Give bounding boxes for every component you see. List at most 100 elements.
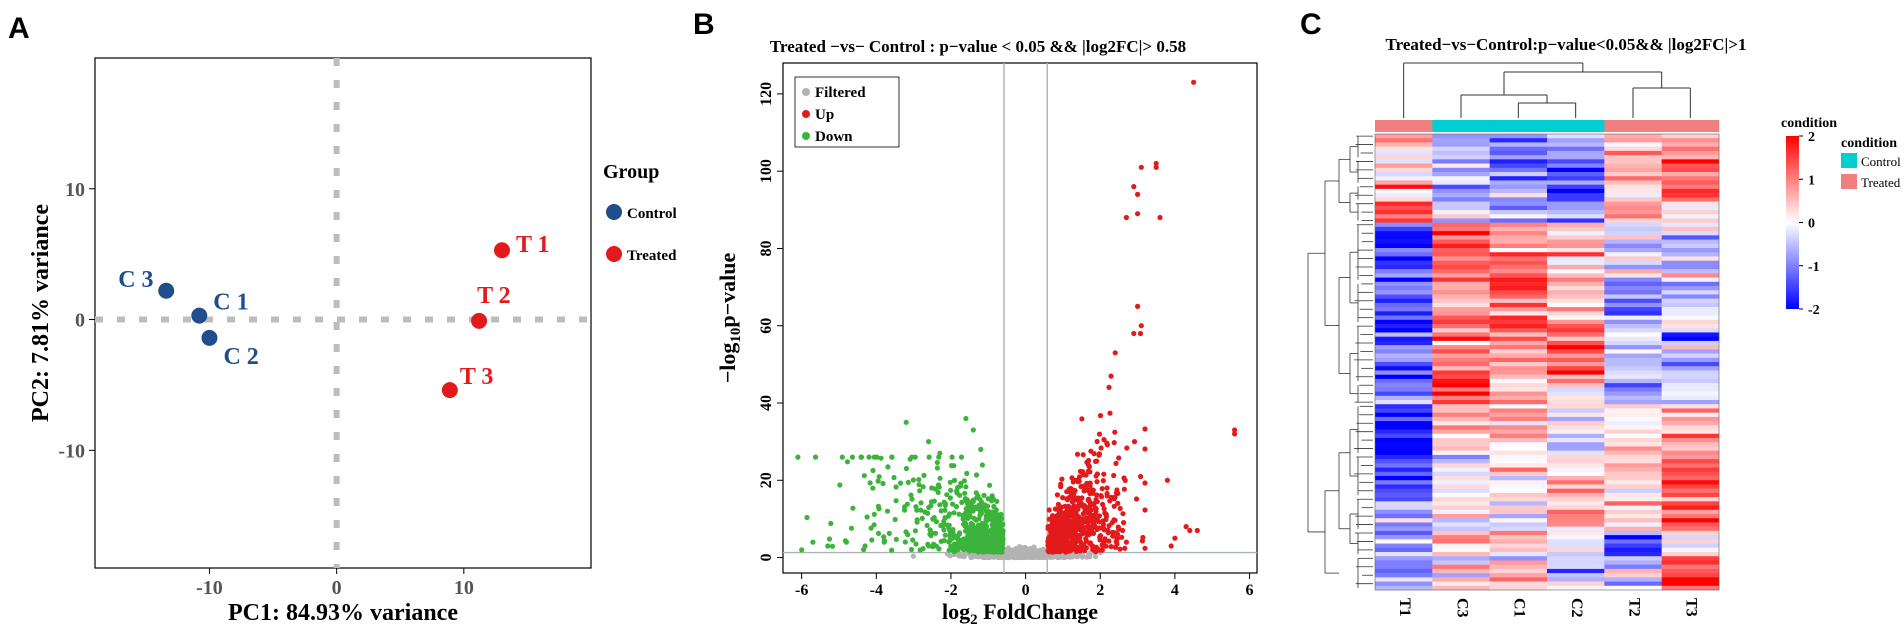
heatmap-cell: [1432, 340, 1490, 346]
heatmap-cell: [1547, 214, 1605, 219]
heatmap-cell: [1375, 480, 1433, 485]
heatmap-cell: [1604, 501, 1662, 506]
volcano-point-up: [1063, 511, 1069, 518]
volcano-point-down: [983, 524, 989, 530]
heatmap-cell: [1489, 467, 1548, 473]
volcano-point-down: [868, 525, 874, 531]
heatmap-cell: [1604, 530, 1662, 536]
volcano-point-up: [1080, 472, 1086, 478]
heatmap-cell: [1432, 391, 1490, 397]
heatmap-cell: [1375, 345, 1433, 350]
heatmap-cell: [1547, 349, 1605, 354]
pca-point: [201, 329, 218, 346]
heatmap-cell: [1547, 442, 1605, 447]
volcano-point-up: [1058, 527, 1064, 533]
volcano-point-up: [1142, 446, 1148, 452]
volcano-point-down: [999, 515, 1005, 522]
heatmap-cell: [1375, 252, 1433, 257]
pca-point-label: C 3: [118, 267, 153, 293]
heatmap-cell: [1661, 252, 1720, 257]
heatmap-cell: [1604, 429, 1662, 435]
heatmap-cell: [1547, 319, 1605, 325]
volcano-point-up: [1121, 520, 1127, 526]
heatmap-cell: [1375, 218, 1433, 223]
volcano-point-down: [941, 527, 947, 533]
heatmap-cell: [1604, 264, 1662, 270]
heatmap-cell: [1661, 581, 1720, 587]
heatmap-cell: [1489, 256, 1548, 261]
volcano-point-down: [889, 454, 895, 460]
heatmap-cell: [1547, 522, 1605, 527]
heatmap-cell: [1375, 159, 1433, 164]
heatmap-cell: [1547, 353, 1605, 359]
heatmap-cell: [1547, 581, 1605, 587]
heatmap-cell: [1489, 514, 1548, 519]
volcano-point-up: [1105, 527, 1111, 533]
volcano-point-up: [1115, 490, 1121, 496]
volcano-point-down: [978, 446, 984, 452]
heatmap-cell: [1375, 222, 1433, 228]
volcano-point-up: [1052, 535, 1058, 541]
heatmap-cell: [1661, 395, 1720, 401]
heatmap-cell: [1604, 155, 1662, 160]
heatmap-cell: [1432, 467, 1490, 473]
heatmap-cell: [1661, 176, 1720, 181]
volcano-point-down: [870, 485, 876, 491]
colorbar-tick-label: 2: [1808, 130, 1815, 145]
heatmap-cell: [1661, 134, 1720, 139]
volcano-point-up: [1062, 503, 1068, 509]
volcano-point-up: [1093, 525, 1099, 531]
volcano-legend-box: [794, 76, 900, 148]
heatmap-cell: [1375, 497, 1433, 502]
volcano-point-up: [1191, 79, 1197, 85]
volcano-point-down: [983, 508, 989, 514]
heatmap-cell: [1604, 421, 1662, 426]
heatmap-cell: [1661, 332, 1720, 337]
heatmap-cell: [1604, 471, 1662, 477]
volcano-point-up: [1066, 486, 1072, 492]
heatmap-cell: [1432, 400, 1490, 405]
volcano-point-up: [1194, 527, 1200, 534]
volcano-point-up: [1111, 472, 1117, 479]
volcano-point-down: [843, 539, 850, 545]
heatmap-annotation-cell: [1375, 120, 1433, 132]
heatmap-cell: [1375, 197, 1433, 202]
heatmap-cell: [1661, 463, 1720, 468]
heatmap-cell: [1547, 518, 1605, 523]
heatmap-cell: [1489, 400, 1548, 405]
heatmap-cell: [1547, 281, 1605, 287]
heatmap-cell: [1489, 573, 1548, 578]
heatmap-cell: [1489, 480, 1548, 485]
volcano-point-up: [1232, 427, 1238, 433]
volcano-point-down: [949, 545, 955, 551]
heatmap-cell: [1547, 370, 1605, 375]
heatmap-cell: [1375, 210, 1433, 215]
heatmap-cell: [1432, 315, 1490, 321]
heatmap-cell: [1661, 260, 1720, 266]
heatmap-cell: [1604, 454, 1662, 460]
volcano-point-down: [955, 539, 962, 545]
volcano-point-up: [1054, 492, 1060, 498]
heatmap-cell: [1375, 467, 1433, 473]
heatmap-cell: [1547, 526, 1605, 532]
volcano-point-up: [1112, 544, 1119, 550]
heatmap-cell: [1661, 155, 1720, 160]
volcano-x-tick-label: -4: [870, 582, 883, 599]
heatmap-cell: [1489, 176, 1548, 181]
heatmap-cell: [1375, 184, 1433, 190]
heatmap-column-label: T3: [1683, 598, 1700, 617]
heatmap-cell: [1661, 374, 1720, 380]
heatmap-cell: [1604, 290, 1662, 295]
heatmap-cell: [1661, 408, 1720, 413]
heatmap-cell: [1432, 336, 1490, 342]
heatmap-cell: [1547, 311, 1605, 316]
volcano-point-down: [867, 480, 873, 486]
volcano-point-down: [962, 528, 969, 534]
heatmap-cell: [1604, 163, 1662, 169]
volcano-point-up: [1093, 496, 1099, 503]
volcano-point-down: [799, 547, 805, 553]
heatmap-cell: [1375, 298, 1433, 304]
volcano-point-filtered: [1037, 554, 1043, 560]
heatmap-cell: [1661, 497, 1720, 502]
heatmap-cell: [1604, 539, 1662, 544]
